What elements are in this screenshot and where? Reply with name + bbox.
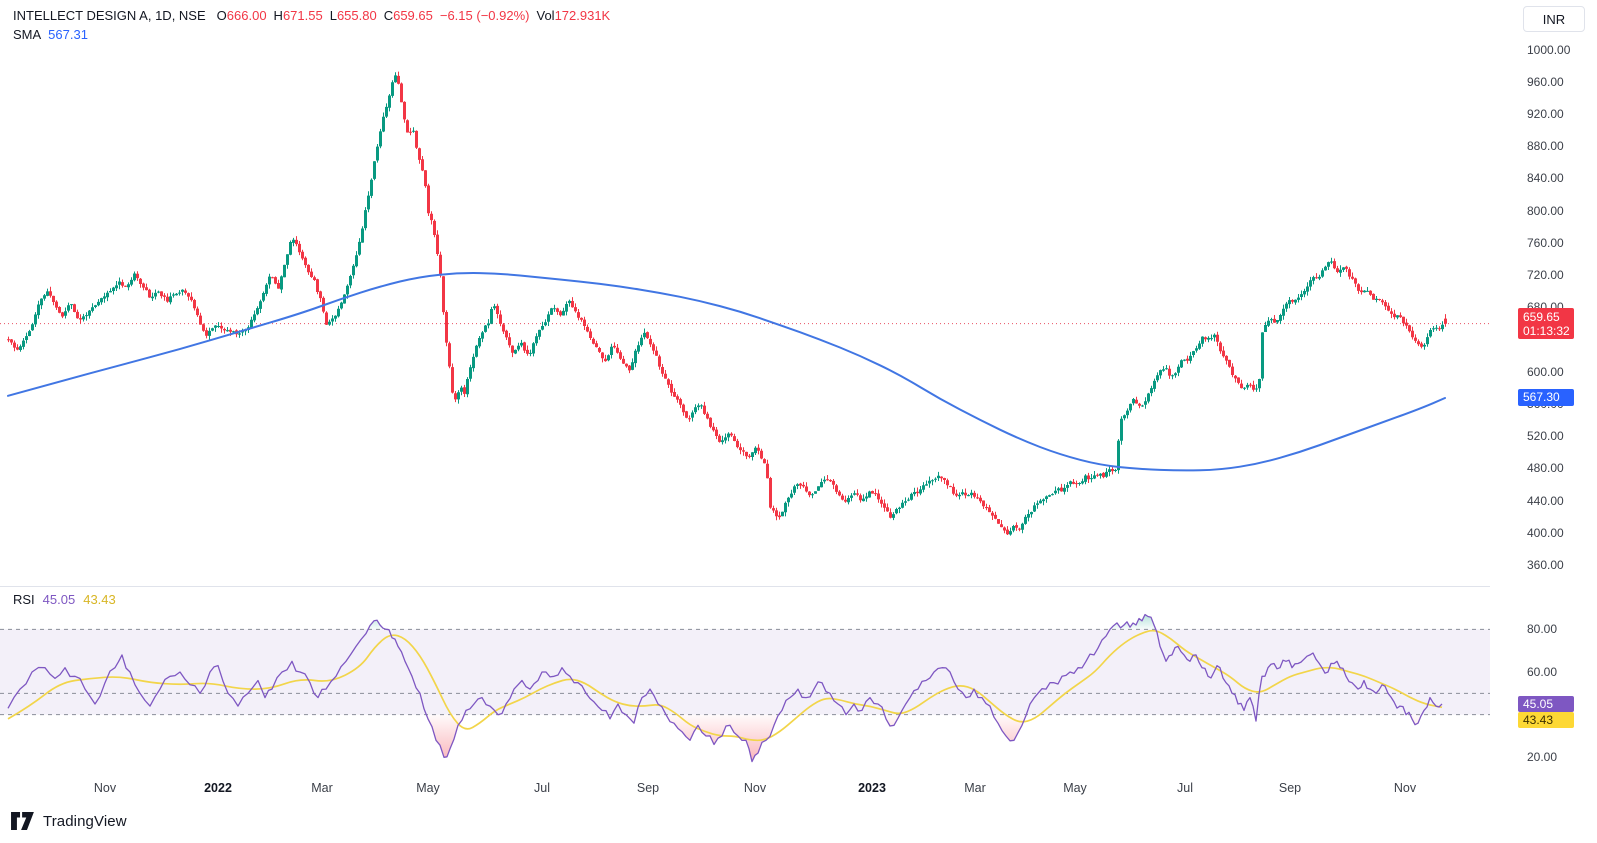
rsi-ma-line (7, 629, 1443, 742)
price-tick-label: 800.00 (1527, 203, 1564, 218)
price-tick-label: 600.00 (1527, 364, 1564, 379)
price-tick-label: 920.00 (1527, 107, 1564, 122)
price-tick-label: 720.00 (1527, 268, 1564, 283)
rsi-band-fill (0, 629, 1490, 715)
price-tick-label: 1000.00 (1527, 42, 1571, 57)
time-scale[interactable]: Nov 2022 Mar May Jul Sep Nov 2023 Mar May Jul Sep No… (0, 768, 1490, 806)
time-month-label: Sep (636, 781, 660, 795)
time-month-label: Nov (743, 781, 767, 795)
time-month-label: Nov (93, 781, 117, 795)
close-value: C659.65 (383, 8, 433, 23)
rsi-tick-label: 20.00 (1527, 750, 1558, 765)
time-month-label: May (1063, 781, 1087, 795)
time-month-label: Sep (1278, 781, 1302, 795)
rsi-legend: RSI 45.05 43.43 (13, 592, 116, 607)
price-scale[interactable]: INR 1000.00 960.00 920.00 880.00 840.00 800.0… (1490, 0, 1597, 806)
price-tick-label: 480.00 (1527, 461, 1564, 476)
rsi-oversold-fill (426, 714, 1422, 762)
time-month-label: Mar (311, 781, 333, 795)
sma-row: SMA 567.31 (13, 26, 610, 43)
sma-value: 567.31 (48, 27, 88, 42)
rsi-pane[interactable] (0, 586, 1490, 768)
price-tick-label: 880.00 (1527, 139, 1564, 154)
rsi-ma-scale-label: 43.43 (1518, 712, 1574, 729)
up-candle-bodies (19, 75, 1444, 535)
time-year-label: 2022 (204, 781, 232, 795)
ohlc-row: INTELLECT DESIGN A, 1D, NSE O666.00 H671… (13, 7, 610, 24)
symbol-title: INTELLECT DESIGN A, 1D, NSE (13, 8, 206, 23)
open-value: O666.00 (216, 8, 267, 23)
rsi-value: 45.05 (42, 592, 76, 607)
rsi-ma-value: 43.43 (83, 592, 116, 607)
candlestick-chart[interactable] (0, 0, 1490, 586)
down-candle-bodies (7, 75, 1447, 535)
price-pane[interactable] (0, 0, 1490, 586)
price-tick-label: 840.00 (1527, 171, 1564, 186)
time-month-label: Nov (1393, 781, 1417, 795)
price-tick-label: 440.00 (1527, 493, 1564, 508)
rsi-title: RSI (13, 592, 35, 607)
change-value: −6.15 (−0.92%) (439, 8, 530, 23)
up-candle-wicks (20, 72, 1443, 536)
price-tick-label: 760.00 (1527, 235, 1564, 250)
last-price-label: 659.65 01:13:32 (1518, 308, 1574, 340)
time-month-label: Jul (1177, 781, 1193, 795)
price-tick-label: 400.00 (1527, 525, 1564, 540)
sma-price-label: 567.30 (1518, 388, 1574, 406)
rsi-chart[interactable] (0, 586, 1490, 768)
pane-separator[interactable] (0, 586, 1597, 587)
rsi-tick-label: 60.00 (1527, 664, 1558, 679)
rsi-overbought-fill (368, 614, 1156, 630)
tradingview-logo-icon (11, 812, 34, 830)
volume-value: Vol172.931K (536, 8, 611, 23)
sma-line (7, 272, 1446, 472)
price-tick-label: 360.00 (1527, 557, 1564, 572)
price-tick-label: 960.00 (1527, 74, 1564, 89)
time-month-label: Mar (964, 781, 986, 795)
low-value: L655.80 (329, 8, 377, 23)
high-value: H671.55 (273, 8, 323, 23)
tradingview-logo-text: TradingView (43, 812, 127, 830)
tradingview-logo[interactable]: TradingView (11, 812, 127, 830)
symbol-legend: INTELLECT DESIGN A, 1D, NSE O666.00 H671… (13, 7, 610, 43)
time-month-label: May (416, 781, 440, 795)
time-month-label: Jul (534, 781, 550, 795)
time-year-label: 2023 (858, 781, 886, 795)
sma-label: SMA (13, 27, 42, 42)
rsi-scale-label: 45.05 (1518, 695, 1574, 712)
down-candle-wicks (8, 71, 1446, 535)
rsi-tick-label: 80.00 (1527, 622, 1558, 637)
bar-countdown: 01:13:32 (1523, 323, 1570, 338)
footer: TradingView (0, 806, 1597, 843)
currency-button[interactable]: INR (1523, 6, 1585, 32)
rsi-line (7, 613, 1443, 763)
price-tick-label: 520.00 (1527, 429, 1564, 444)
